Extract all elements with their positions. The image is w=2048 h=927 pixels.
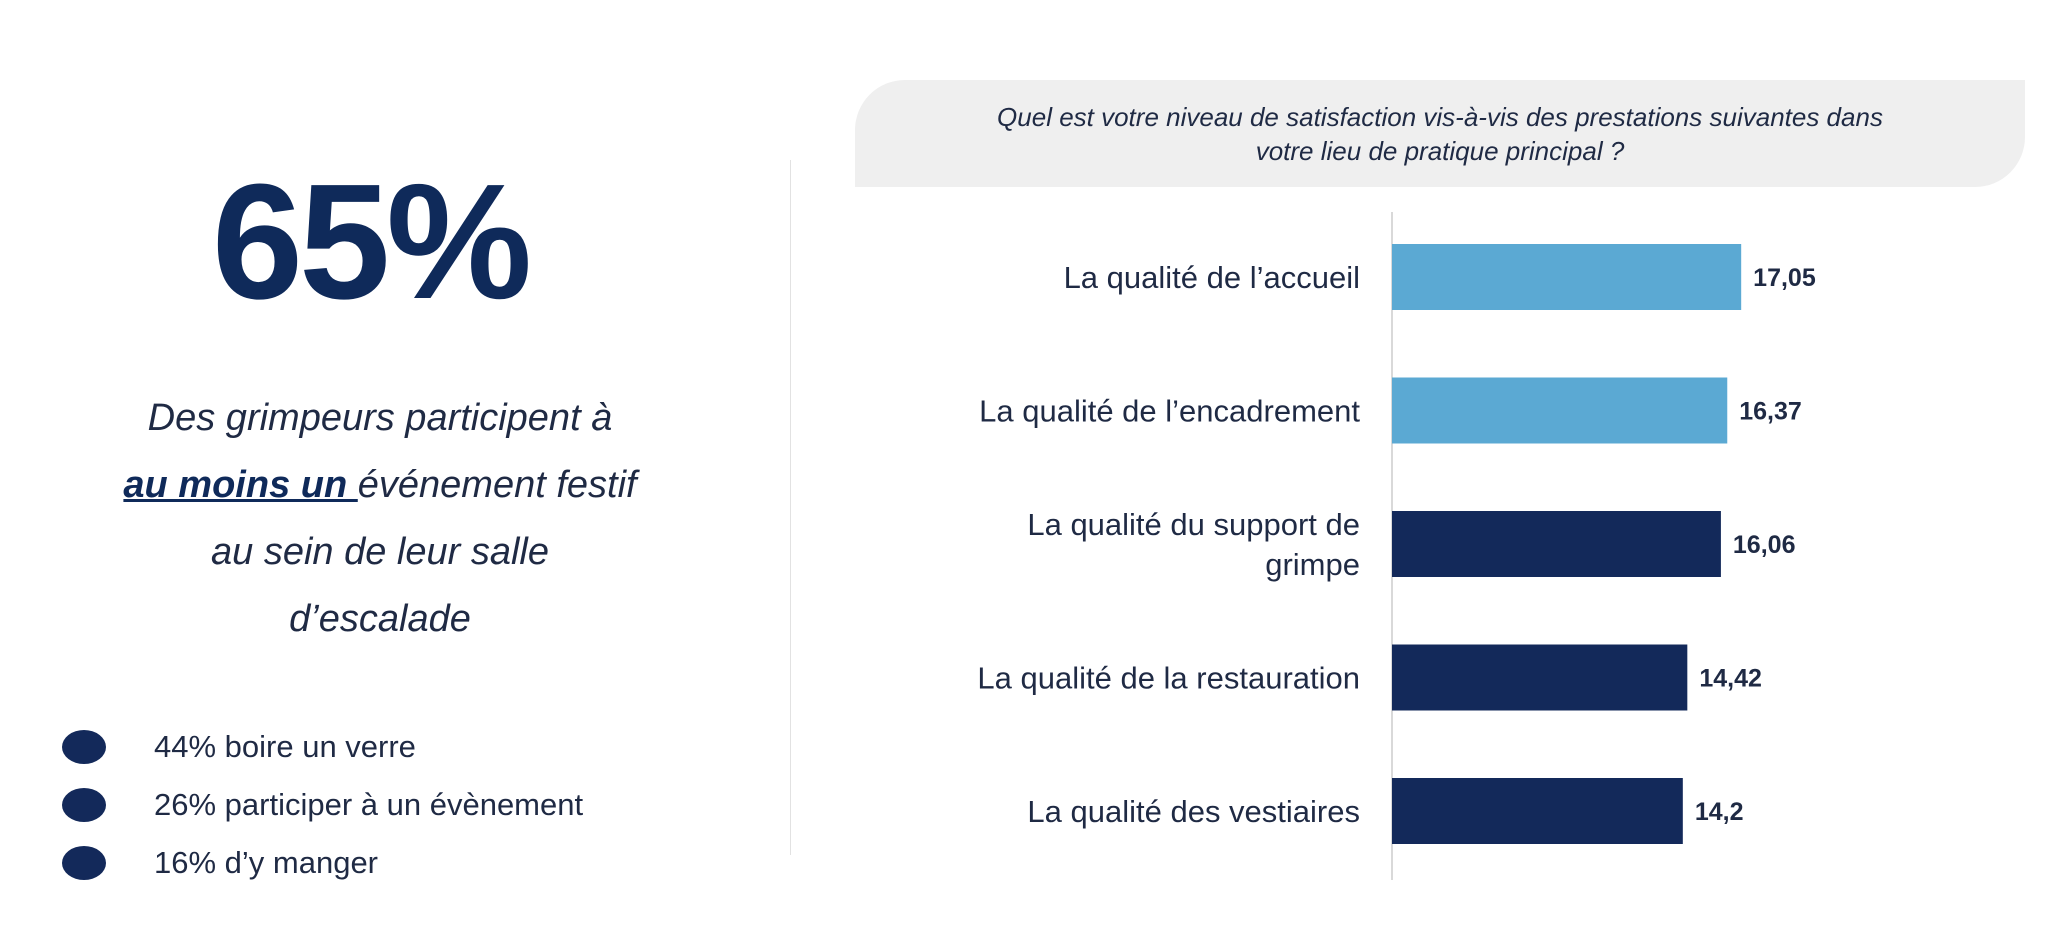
stat-description: Des grimpeurs participent à au moins un … bbox=[40, 385, 720, 653]
desc-line-2-rest: événement festif bbox=[357, 464, 637, 506]
desc-line-1: Des grimpeurs participent à bbox=[147, 397, 613, 439]
question-line-1: Quel est votre niveau de satisfaction vi… bbox=[997, 101, 1883, 132]
desc-line-4: d’escalade bbox=[289, 598, 471, 640]
bullet-item: 44% boire un verre bbox=[62, 718, 583, 776]
chart-value-label: 14,42 bbox=[1699, 665, 1762, 693]
chart-category-label: grimpe bbox=[1265, 547, 1360, 582]
bar-chart: 17,05 La qualité de l’accueil 16,37 La qual… bbox=[977, 212, 1816, 880]
chart-value-label: 16,37 bbox=[1739, 398, 1802, 426]
bullet-list: 44% boire un verre 26% participer à un é… bbox=[62, 718, 583, 892]
desc-line-2: au moins un événement festif bbox=[40, 452, 720, 519]
big-stat: 65% bbox=[211, 150, 532, 333]
chart-value-label: 14,2 bbox=[1695, 798, 1744, 826]
chart-category-label: La qualité de l’encadrement bbox=[979, 394, 1360, 429]
chart-bar bbox=[1392, 778, 1683, 844]
desc-line-3: au sein de leur salle bbox=[211, 531, 549, 573]
chart-category-label: La qualité des vestiaires bbox=[1027, 794, 1360, 829]
bullet-item: 26% participer à un évènement bbox=[62, 776, 583, 834]
bullet-label: 26% participer à un évènement bbox=[154, 787, 584, 822]
chart-bar bbox=[1392, 511, 1721, 577]
chart-bar bbox=[1392, 377, 1728, 444]
chart-bar bbox=[1392, 644, 1688, 711]
desc-emphasis: au moins un bbox=[123, 464, 358, 506]
vertical-divider bbox=[790, 160, 791, 855]
question-line-2: votre lieu de pratique principal ? bbox=[1255, 135, 1625, 166]
bullet-label: 44% boire un verre bbox=[154, 729, 416, 764]
chart-category-label: La qualité de la restauration bbox=[977, 661, 1360, 696]
chart-bar bbox=[1392, 244, 1742, 310]
chart-value-label: 17,05 bbox=[1753, 264, 1816, 292]
bullet-dot-icon bbox=[62, 730, 106, 764]
chart-category-label: La qualité de l’accueil bbox=[1064, 260, 1360, 295]
bullet-label: 16% d’y manger bbox=[154, 845, 379, 880]
bullet-dot-icon bbox=[62, 846, 106, 880]
bullet-dot-icon bbox=[62, 788, 106, 822]
chart-value-label: 16,06 bbox=[1733, 531, 1796, 559]
bullet-item: 16% d’y manger bbox=[62, 834, 583, 892]
chart-category-label: La qualité du support de bbox=[1027, 507, 1360, 542]
left-panel: 65% Des grimpeurs participent à au moins… bbox=[0, 0, 790, 927]
question-box: Quel est votre niveau de satisfaction vi… bbox=[855, 80, 2025, 187]
